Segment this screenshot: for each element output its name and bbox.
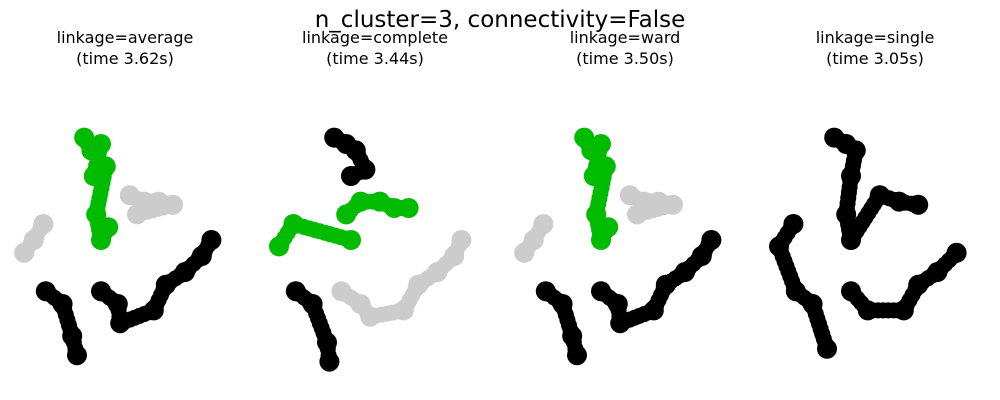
scatter-point: [598, 217, 619, 238]
scatter-point: [514, 242, 535, 263]
panel-title-line1: linkage=ward: [570, 28, 681, 47]
panel-title-line2: (time 3.44s): [326, 49, 424, 68]
scatter-point: [451, 230, 472, 250]
scatter-point: [201, 230, 222, 250]
scatter-plot-complete: [269, 127, 472, 372]
scatter-point: [98, 217, 119, 238]
panel-title-line2: (time 3.62s): [76, 49, 174, 68]
panel-single: linkage=single (time 3.05s): [769, 28, 967, 359]
panel-title-line2: (time 3.50s): [576, 49, 674, 68]
scatter-point: [341, 166, 361, 186]
scatter-point: [269, 236, 289, 257]
scatter-point: [14, 242, 35, 263]
panel-title-line1: linkage=complete: [302, 28, 448, 47]
scatter-point: [567, 345, 587, 366]
scatter-point: [701, 230, 722, 250]
panel-average: linkage=average (time 3.62s): [14, 28, 222, 366]
scatter-point: [127, 204, 147, 225]
figure-title: n_cluster=3, connectivity=False: [315, 7, 686, 33]
scatter-plot-ward: [514, 127, 722, 366]
scatter-plot-single: [769, 127, 967, 359]
panel-title-line2: (time 3.05s): [826, 49, 924, 68]
panel-complete: linkage=complete (time 3.44s): [269, 28, 472, 372]
panel-title-line1: linkage=average: [57, 28, 194, 47]
scatter-point: [398, 198, 419, 218]
scatter-point: [946, 242, 967, 263]
scatter-point: [908, 194, 929, 215]
scatter-plot-average: [14, 127, 222, 366]
scatter-point: [627, 204, 647, 225]
panel-ward: linkage=ward (time 3.50s): [514, 28, 722, 366]
scatter-point: [817, 338, 837, 359]
scatter-point: [319, 351, 340, 372]
panel-title-line1: linkage=single: [816, 28, 935, 47]
scatter-point: [67, 345, 87, 366]
